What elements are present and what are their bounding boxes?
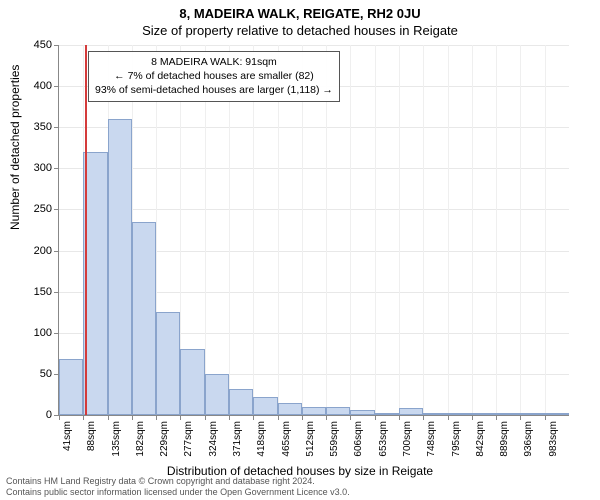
x-tickmark <box>253 415 254 420</box>
y-tickmark <box>54 251 59 252</box>
histogram-bar <box>229 389 253 415</box>
footer-line-2: Contains public sector information licen… <box>6 487 350 498</box>
x-tickmark <box>423 415 424 420</box>
grid-line-v <box>423 45 424 415</box>
histogram-bar <box>496 413 520 415</box>
y-tickmark <box>54 333 59 334</box>
x-tickmark <box>326 415 327 420</box>
grid-line <box>59 168 569 169</box>
x-tickmark <box>278 415 279 420</box>
histogram-bar <box>83 152 107 415</box>
y-tick-label: 150 <box>12 286 52 298</box>
y-tick-label: 450 <box>12 39 52 51</box>
x-tickmark <box>302 415 303 420</box>
y-tickmark <box>54 86 59 87</box>
histogram-bar <box>350 410 374 415</box>
x-tickmark <box>448 415 449 420</box>
y-tickmark <box>54 168 59 169</box>
histogram-bar <box>326 407 350 415</box>
x-tickmark <box>399 415 400 420</box>
histogram-bar <box>59 359 83 415</box>
histogram-bar <box>132 222 156 415</box>
x-tickmark <box>545 415 546 420</box>
y-tick-label: 200 <box>12 245 52 257</box>
grid-line-v <box>472 45 473 415</box>
y-tick-label: 0 <box>12 409 52 421</box>
x-tickmark <box>108 415 109 420</box>
info-line-3: 93% of semi-detached houses are larger (… <box>95 83 333 97</box>
x-tickmark <box>156 415 157 420</box>
histogram-bar <box>545 413 569 415</box>
histogram-bar <box>399 408 423 415</box>
x-tickmark <box>180 415 181 420</box>
y-tick-label: 250 <box>12 203 52 215</box>
histogram-bar <box>253 397 277 415</box>
footer-line-1: Contains HM Land Registry data © Crown c… <box>6 476 350 487</box>
grid-line-v <box>545 45 546 415</box>
histogram-bar <box>423 413 447 415</box>
y-tick-label: 300 <box>12 162 52 174</box>
grid-line-v <box>448 45 449 415</box>
histogram-bar <box>156 312 180 415</box>
y-tick-label: 100 <box>12 327 52 339</box>
y-tickmark <box>54 127 59 128</box>
histogram-bar <box>472 413 496 415</box>
grid-line-v <box>399 45 400 415</box>
histogram-bar <box>448 413 472 415</box>
footer: Contains HM Land Registry data © Crown c… <box>6 476 350 498</box>
grid-line <box>59 45 569 46</box>
grid-line <box>59 209 569 210</box>
y-tick-label: 400 <box>12 80 52 92</box>
property-marker-line <box>85 45 87 415</box>
y-tick-label: 50 <box>12 368 52 380</box>
info-line-1: 8 MADEIRA WALK: 91sqm <box>95 55 333 69</box>
grid-line-v <box>375 45 376 415</box>
chart-area: 41sqm88sqm135sqm182sqm229sqm277sqm324sqm… <box>58 45 568 415</box>
x-tickmark <box>350 415 351 420</box>
y-tickmark <box>54 45 59 46</box>
grid-line-v <box>520 45 521 415</box>
x-tickmark <box>59 415 60 420</box>
grid-line-v <box>350 45 351 415</box>
x-tickmark <box>205 415 206 420</box>
x-tickmark <box>229 415 230 420</box>
title-sub: Size of property relative to detached ho… <box>0 21 600 38</box>
histogram-bar <box>520 413 544 415</box>
x-tickmark <box>83 415 84 420</box>
info-line-2: ← 7% of detached houses are smaller (82) <box>95 69 333 83</box>
x-tickmark <box>496 415 497 420</box>
grid-line-v <box>496 45 497 415</box>
x-tickmark <box>375 415 376 420</box>
title-main: 8, MADEIRA WALK, REIGATE, RH2 0JU <box>0 0 600 21</box>
histogram-bar <box>302 407 326 415</box>
x-tickmark <box>132 415 133 420</box>
histogram-bar <box>108 119 132 415</box>
y-tick-label: 350 <box>12 121 52 133</box>
info-box: 8 MADEIRA WALK: 91sqm ← 7% of detached h… <box>88 51 340 102</box>
histogram-bar <box>278 403 302 415</box>
grid-line <box>59 127 569 128</box>
histogram-bar <box>180 349 204 415</box>
histogram-bar <box>205 374 229 415</box>
histogram-bar <box>375 413 399 415</box>
y-tickmark <box>54 209 59 210</box>
chart-container: 8, MADEIRA WALK, REIGATE, RH2 0JU Size o… <box>0 0 600 500</box>
y-tickmark <box>54 292 59 293</box>
x-tickmark <box>472 415 473 420</box>
x-tickmark <box>520 415 521 420</box>
